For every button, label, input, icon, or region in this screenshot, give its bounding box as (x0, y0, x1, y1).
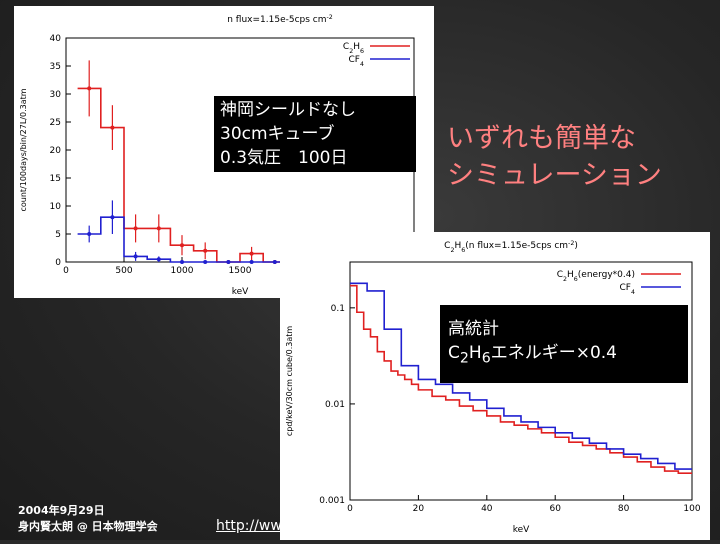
y-tick-label-0-2: 10 (50, 202, 62, 212)
data-point-0-1-5 (203, 260, 208, 264)
formula-sub-2: 2 (459, 350, 469, 367)
callout-conditions: 神岡シールドなし 30cmキューブ 0.3気圧 100日 (214, 96, 416, 172)
x-tick-label-1-2: 40 (481, 504, 493, 514)
data-point-0-1-7 (249, 260, 254, 264)
x-tick-label-0-1: 500 (115, 266, 132, 276)
x-tick-label-0-2: 1000 (171, 266, 194, 276)
y-tick-label-0-0: 0 (55, 258, 61, 268)
y-tick-label-0-1: 5 (55, 230, 61, 240)
y-tick-label-0-5: 25 (50, 118, 61, 128)
legend-label-0-1: CF4 (349, 55, 365, 68)
callout-statistics-line2: C2H6エネルギー×0.4 (448, 341, 680, 370)
footer-url-link[interactable]: http://www-cr.scphys.kyoto-u.ac.jp (216, 518, 459, 534)
data-point-0-1-4 (180, 260, 184, 264)
legend-label-1-1: CF4 (620, 283, 636, 296)
callout-statistics-line1: 高統計 (448, 319, 499, 339)
y-tick-label-0-8: 40 (50, 34, 62, 44)
formula-sub-6: 6 (481, 350, 491, 367)
x-axis-label-0: keV (232, 287, 249, 297)
formula-h: H (468, 343, 482, 363)
x-tick-label-0-3: 1500 (229, 266, 252, 276)
y-tick-label-1-0: 0.001 (319, 496, 345, 506)
legend-label-0-0: C2H6 (343, 42, 364, 55)
x-tick-label-1-1: 20 (413, 504, 425, 514)
y-axis-label-1: cpd/keV/30cm cube/0.3atm (285, 326, 294, 437)
x-tick-label-1-0: 0 (347, 504, 353, 514)
y-tick-label-0-4: 20 (50, 146, 62, 156)
x-tick-label-1-3: 60 (549, 504, 561, 514)
y-tick-label-1-1: 0.01 (325, 400, 345, 410)
footer-date: 2004年9月29日 (18, 504, 105, 517)
x-tick-label-1-5: 100 (683, 504, 700, 514)
plot-frame-1 (349, 261, 693, 501)
x-tick-label-0-0: 0 (63, 266, 69, 276)
chart-title-1: C2H6(n flux=1.15e-5cps cm-2) (444, 240, 578, 254)
callout-conditions-line1: 神岡シールドなし (220, 100, 356, 120)
x-tick-label-1-4: 80 (618, 504, 630, 514)
y-axis-label-0: count/100days/bin/27L/0.3atm (19, 88, 28, 211)
legend-label-1-0: C2H6(energy*0.4) (557, 270, 635, 283)
chart-title-0: n flux=1.15e-5cps cm-2 (227, 14, 333, 26)
headline-line2: シミュレーション (447, 160, 662, 191)
y-tick-label-0-7: 35 (50, 62, 61, 72)
data-point-0-1-8 (272, 260, 277, 264)
formula-c: C (448, 343, 460, 363)
headline-line1: いずれも簡単な (447, 123, 636, 154)
callout-conditions-line2: 30cmキューブ (220, 124, 335, 144)
x-axis-label-1: keV (513, 525, 530, 535)
y-tick-label-0-3: 15 (50, 174, 61, 184)
headline: いずれも簡単な シミュレーション (447, 120, 662, 194)
data-point-0-1-6 (226, 260, 231, 264)
histogram-svg-bottom: 0 20 40 60 80 100 0.001 0.01 0.1 C2H6(n flux=1.15… (285, 240, 701, 536)
y-tick-label-0-6: 30 (50, 90, 62, 100)
footer-author: 身内賢太朗 @ 日本物理学会 (18, 520, 158, 533)
formula-suffix: エネルギー×0.4 (490, 343, 617, 363)
series-line-1-1 (350, 282, 692, 470)
histogram-plot-bottom: 0 20 40 60 80 100 0.001 0.01 0.1 C2H6(n flux=1.15… (280, 232, 710, 540)
callout-statistics: 高統計 C2H6エネルギー×0.4 (440, 305, 688, 383)
callout-conditions-line3: 0.3気圧 100日 (220, 148, 348, 168)
y-tick-label-1-2: 0.1 (331, 304, 345, 314)
